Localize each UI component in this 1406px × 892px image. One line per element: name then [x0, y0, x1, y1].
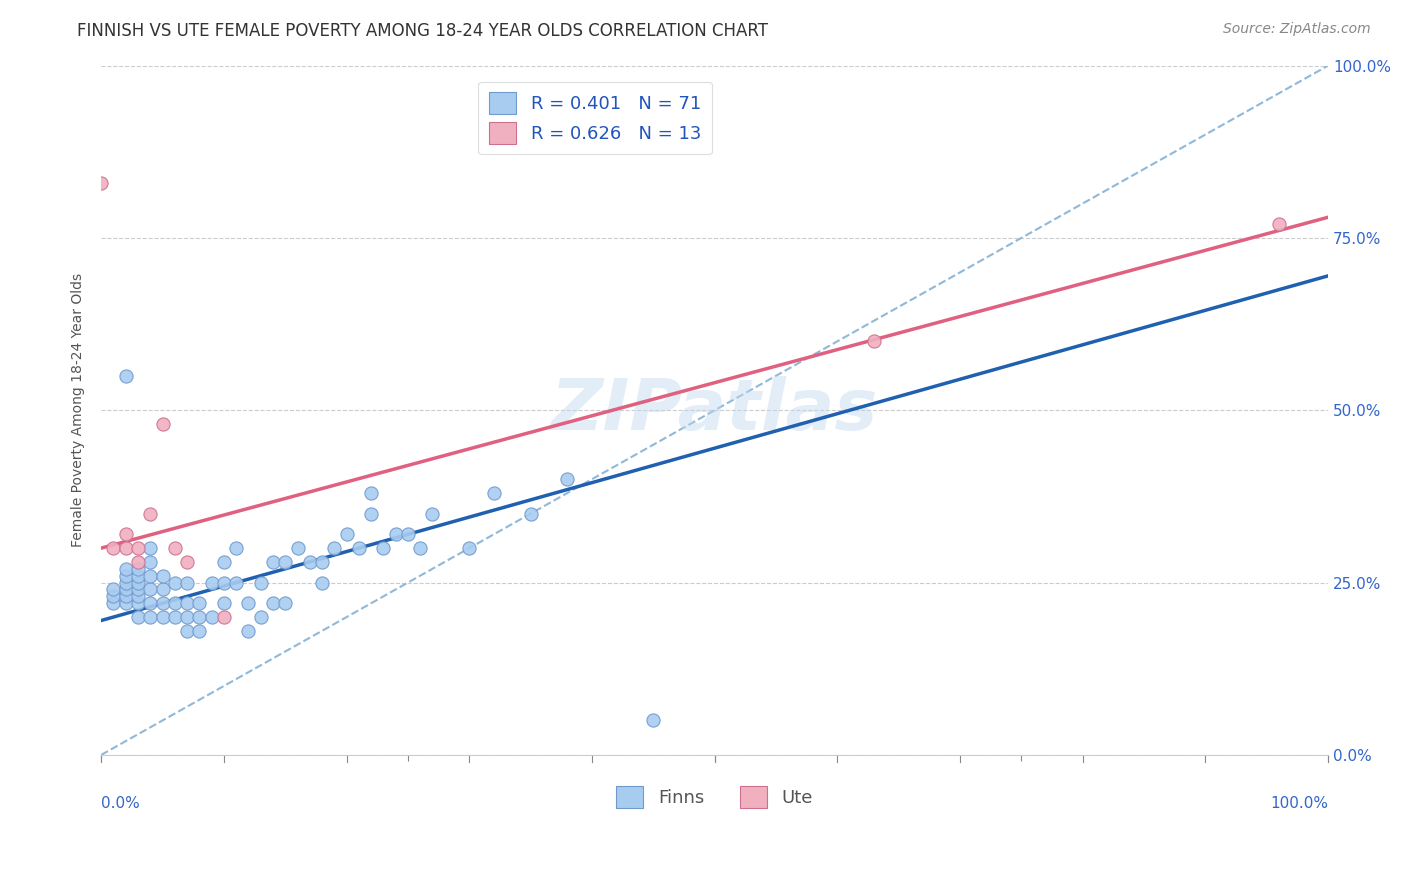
- Point: [347, 541, 370, 555]
- Point: [262, 596, 284, 610]
- Point: [188, 610, 211, 624]
- Text: 100.0%: 100.0%: [1270, 797, 1329, 811]
- Point: [103, 596, 125, 610]
- Point: [152, 568, 174, 582]
- Point: [176, 575, 198, 590]
- Point: [152, 610, 174, 624]
- Point: [163, 575, 186, 590]
- Point: [274, 555, 297, 569]
- Point: [201, 575, 224, 590]
- Point: [863, 334, 886, 349]
- Point: [127, 568, 149, 582]
- Point: [114, 582, 136, 597]
- Point: [152, 417, 174, 431]
- Point: [127, 575, 149, 590]
- Point: [458, 541, 481, 555]
- Point: [360, 486, 382, 500]
- Point: [323, 541, 346, 555]
- Point: [274, 596, 297, 610]
- Point: [298, 555, 321, 569]
- Point: [114, 575, 136, 590]
- Point: [225, 541, 247, 555]
- Point: [152, 596, 174, 610]
- Point: [643, 714, 665, 728]
- Point: [176, 610, 198, 624]
- Point: [176, 555, 198, 569]
- Point: [114, 596, 136, 610]
- Text: ZIPatlas: ZIPatlas: [551, 376, 879, 445]
- Point: [384, 527, 406, 541]
- Point: [139, 568, 162, 582]
- Point: [373, 541, 395, 555]
- Point: [212, 596, 235, 610]
- Point: [249, 610, 271, 624]
- Text: 0.0%: 0.0%: [101, 797, 141, 811]
- Point: [127, 610, 149, 624]
- Point: [557, 472, 579, 486]
- Point: [139, 555, 162, 569]
- Point: [176, 596, 198, 610]
- Y-axis label: Female Poverty Among 18-24 Year Olds: Female Poverty Among 18-24 Year Olds: [72, 273, 86, 548]
- Point: [114, 527, 136, 541]
- Point: [163, 541, 186, 555]
- Text: Source: ZipAtlas.com: Source: ZipAtlas.com: [1223, 22, 1371, 37]
- Point: [212, 575, 235, 590]
- Point: [311, 555, 333, 569]
- Point: [127, 582, 149, 597]
- Point: [139, 507, 162, 521]
- Point: [114, 590, 136, 604]
- Point: [422, 507, 444, 521]
- Point: [225, 575, 247, 590]
- Point: [114, 368, 136, 383]
- Point: [127, 555, 149, 569]
- Point: [139, 610, 162, 624]
- Point: [249, 575, 271, 590]
- Point: [1268, 217, 1291, 231]
- Point: [238, 596, 260, 610]
- Point: [238, 624, 260, 638]
- Point: [127, 590, 149, 604]
- Point: [114, 568, 136, 582]
- Point: [114, 562, 136, 576]
- Point: [103, 582, 125, 597]
- Legend: Finns, Ute: Finns, Ute: [609, 779, 820, 814]
- Point: [103, 541, 125, 555]
- Point: [127, 596, 149, 610]
- Point: [188, 624, 211, 638]
- Point: [188, 596, 211, 610]
- Point: [90, 176, 112, 190]
- Point: [176, 624, 198, 638]
- Point: [139, 582, 162, 597]
- Point: [152, 582, 174, 597]
- Point: [139, 541, 162, 555]
- Point: [336, 527, 359, 541]
- Point: [287, 541, 309, 555]
- Point: [360, 507, 382, 521]
- Point: [311, 575, 333, 590]
- Point: [163, 596, 186, 610]
- Point: [103, 590, 125, 604]
- Point: [163, 610, 186, 624]
- Point: [114, 541, 136, 555]
- Point: [127, 541, 149, 555]
- Point: [127, 562, 149, 576]
- Point: [201, 610, 224, 624]
- Point: [212, 555, 235, 569]
- Text: FINNISH VS UTE FEMALE POVERTY AMONG 18-24 YEAR OLDS CORRELATION CHART: FINNISH VS UTE FEMALE POVERTY AMONG 18-2…: [77, 22, 768, 40]
- Point: [139, 596, 162, 610]
- Point: [519, 507, 541, 521]
- Point: [262, 555, 284, 569]
- Point: [409, 541, 432, 555]
- Point: [482, 486, 505, 500]
- Point: [396, 527, 419, 541]
- Point: [212, 610, 235, 624]
